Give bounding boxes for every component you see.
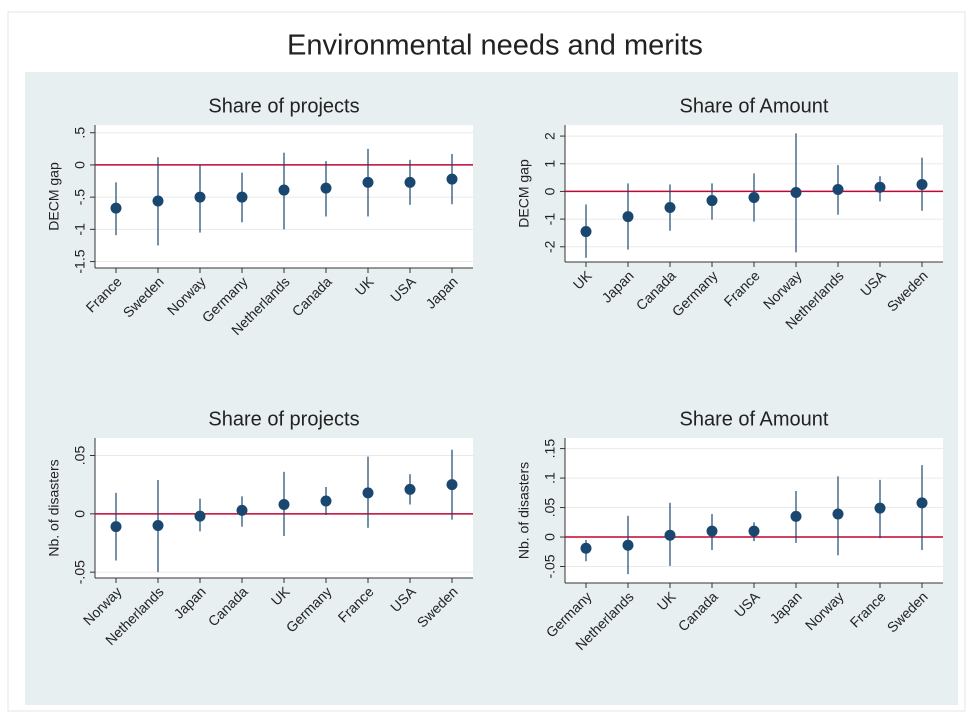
plot-area xyxy=(565,438,943,583)
y-tick-label: .05 xyxy=(72,446,88,466)
point xyxy=(362,487,374,499)
point xyxy=(832,183,844,195)
point xyxy=(664,201,676,213)
point xyxy=(278,499,290,510)
point xyxy=(706,195,718,207)
y-tick-label: 2 xyxy=(542,132,558,140)
y-axis-title: DECM gap xyxy=(46,162,62,231)
y-axis-title: Nb. of disasters xyxy=(516,462,532,559)
y-axis-title: DECM gap xyxy=(516,159,532,228)
point xyxy=(152,520,164,531)
point xyxy=(320,182,332,194)
point xyxy=(320,495,332,507)
point xyxy=(152,195,164,207)
y-tick-label: .05 xyxy=(542,498,558,518)
point xyxy=(664,529,676,541)
point xyxy=(236,504,248,516)
panel-title: Share of projects xyxy=(208,408,359,430)
y-tick-label: -1 xyxy=(72,223,88,236)
point xyxy=(874,502,886,514)
point xyxy=(194,510,206,522)
point xyxy=(110,202,122,214)
y-tick-label: 0 xyxy=(72,161,88,169)
y-tick-label: 0 xyxy=(72,510,88,518)
point xyxy=(580,226,592,238)
point xyxy=(916,179,928,191)
point xyxy=(748,192,760,204)
point xyxy=(194,191,206,203)
y-tick-label: .1 xyxy=(542,472,558,484)
y-tick-label: -.05 xyxy=(72,560,88,584)
panel-title: Share of Amount xyxy=(680,408,829,430)
y-tick-label: -1.5 xyxy=(72,249,88,273)
panel-title: Share of Amount xyxy=(680,95,829,117)
point xyxy=(790,510,802,522)
point xyxy=(278,184,290,196)
y-tick-label: -1 xyxy=(542,213,558,226)
point xyxy=(832,508,844,520)
y-tick-label: 0 xyxy=(542,533,558,541)
main-title: Environmental needs and merits xyxy=(287,30,703,62)
y-tick-label: 0 xyxy=(542,187,558,195)
y-axis-title: Nb. of disasters xyxy=(46,459,62,556)
point xyxy=(622,211,634,223)
point xyxy=(404,176,416,188)
point xyxy=(790,187,802,199)
point xyxy=(404,483,416,495)
y-tick-label: .15 xyxy=(542,439,558,459)
y-tick-label: -.5 xyxy=(72,189,88,206)
point xyxy=(916,497,928,509)
point xyxy=(362,176,374,188)
y-tick-label: 1 xyxy=(542,160,558,168)
point xyxy=(110,521,122,533)
point xyxy=(706,525,718,537)
point xyxy=(580,542,592,554)
point xyxy=(622,539,634,551)
point xyxy=(446,173,458,185)
point xyxy=(874,181,886,193)
point xyxy=(446,479,458,491)
y-tick-label: .5 xyxy=(72,127,88,139)
point xyxy=(748,525,760,537)
y-tick-label: -2 xyxy=(542,240,558,253)
point xyxy=(236,191,248,203)
panel-title: Share of projects xyxy=(208,95,359,117)
y-tick-label: -.05 xyxy=(542,554,558,578)
